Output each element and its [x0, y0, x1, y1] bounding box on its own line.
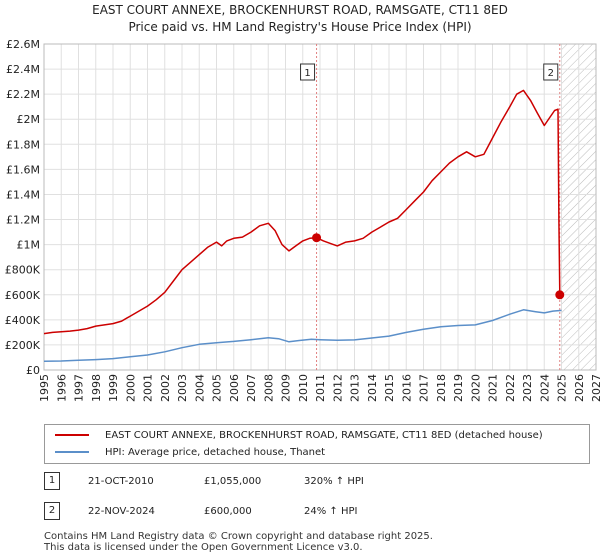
x-tick-label: 2003 [176, 374, 189, 402]
x-tick-label: 1999 [107, 374, 120, 402]
footer: Contains HM Land Registry data © Crown c… [44, 531, 433, 553]
chart-subtitle: Price paid vs. HM Land Registry's House … [128, 20, 472, 34]
x-tick-label: 2026 [573, 374, 586, 402]
y-tick-label: £1.6M [6, 163, 40, 176]
x-tick-label: 2023 [521, 374, 534, 402]
footer-license: This data is licensed under the Open Gov… [44, 542, 363, 553]
sale-label-text: 1 [304, 68, 310, 79]
sale-marker [555, 290, 565, 300]
x-tick-label: 2022 [504, 374, 517, 402]
transaction-price: £1,055,000 [204, 476, 262, 487]
legend-swatch-blue [55, 451, 89, 453]
x-tick-label: 2004 [193, 374, 206, 402]
transaction-date: 22-NOV-2024 [88, 506, 155, 517]
x-tick-label: 2017 [418, 374, 431, 402]
x-tick-label: 2024 [538, 374, 551, 402]
legend-label-hpi: HPI: Average price, detached house, Than… [105, 447, 326, 458]
y-tick-label: £400K [5, 314, 41, 327]
x-tick-label: 2010 [297, 374, 310, 402]
legend-swatch-red [55, 434, 89, 436]
x-tick-label: 2007 [245, 374, 258, 402]
y-tick-label: £0 [26, 364, 40, 377]
transaction-hpi: 24% ↑ HPI [304, 506, 358, 517]
x-tick-label: 2000 [124, 374, 137, 402]
y-tick-label: £200K [5, 339, 41, 352]
x-tick-label: 2005 [211, 374, 224, 402]
x-tick-label: 1995 [38, 374, 51, 402]
x-tick-label: 2021 [487, 374, 500, 402]
legend-item-property: EAST COURT ANNEXE, BROCKENHURST ROAD, RA… [55, 428, 543, 444]
y-tick-label: £1.2M [6, 214, 40, 227]
x-tick-label: 1997 [73, 374, 86, 402]
y-tick-label: £2M [17, 113, 41, 126]
x-tick-label: 2006 [228, 374, 241, 402]
plot-frame [43, 43, 597, 371]
x-tick-label: 2002 [159, 374, 172, 402]
x-tick-label: 2018 [435, 374, 448, 402]
footer-copyright: Contains HM Land Registry data © Crown c… [44, 531, 433, 542]
y-tick-label: £1M [17, 239, 41, 252]
y-tick-label: £2.6M [6, 38, 40, 51]
y-tick-label: £800K [5, 264, 41, 277]
legend: EAST COURT ANNEXE, BROCKENHURST ROAD, RA… [44, 424, 590, 464]
transaction-badge: 2 [44, 502, 60, 520]
y-tick-label: £1.4M [6, 188, 40, 201]
y-tick-label: £600K [5, 289, 41, 302]
transaction-badge: 1 [44, 472, 60, 490]
transaction-date: 21-OCT-2010 [88, 476, 154, 487]
sale-label-box [543, 63, 559, 81]
y-tick-label: £1.8M [6, 138, 40, 151]
x-tick-label: 2001 [142, 374, 155, 402]
x-tick-label: 2020 [469, 374, 482, 402]
x-tick-label: 2011 [314, 374, 327, 402]
x-tick-label: 2016 [400, 374, 413, 402]
price-chart: £0 £200K £400K £600K £800K £1M £1.2M £1.4M £1.6M… [5, 38, 600, 402]
y-tick-label: £2.2M [6, 88, 40, 101]
x-tick-label: 2025 [556, 374, 569, 402]
x-tick-label: 2014 [366, 374, 379, 402]
x-tick-label: 2008 [262, 374, 275, 402]
y-tick-label: £2.4M [6, 63, 40, 76]
legend-label-property: EAST COURT ANNEXE, BROCKENHURST ROAD, RA… [105, 430, 543, 441]
x-tick-label: 2019 [452, 374, 465, 402]
x-tick-label: 1998 [90, 374, 103, 402]
sale-marker [312, 233, 322, 243]
x-tick-label: 2009 [280, 374, 293, 402]
x-tick-label: 2012 [331, 374, 344, 402]
sale-label-box [300, 63, 316, 81]
x-tick-label: 2015 [383, 374, 396, 402]
series-line-hpi [43, 309, 562, 362]
transaction-hpi: 320% ↑ HPI [304, 476, 364, 487]
x-tick-label: 1996 [55, 374, 68, 402]
sale-label-text: 2 [548, 68, 554, 79]
chart-title: EAST COURT ANNEXE, BROCKENHURST ROAD, RA… [92, 3, 508, 17]
transaction-price: £600,000 [204, 506, 252, 517]
x-tick-label: 2027 [590, 374, 600, 402]
legend-item-hpi: HPI: Average price, detached house, Than… [55, 445, 325, 461]
x-tick-label: 2013 [349, 374, 362, 402]
